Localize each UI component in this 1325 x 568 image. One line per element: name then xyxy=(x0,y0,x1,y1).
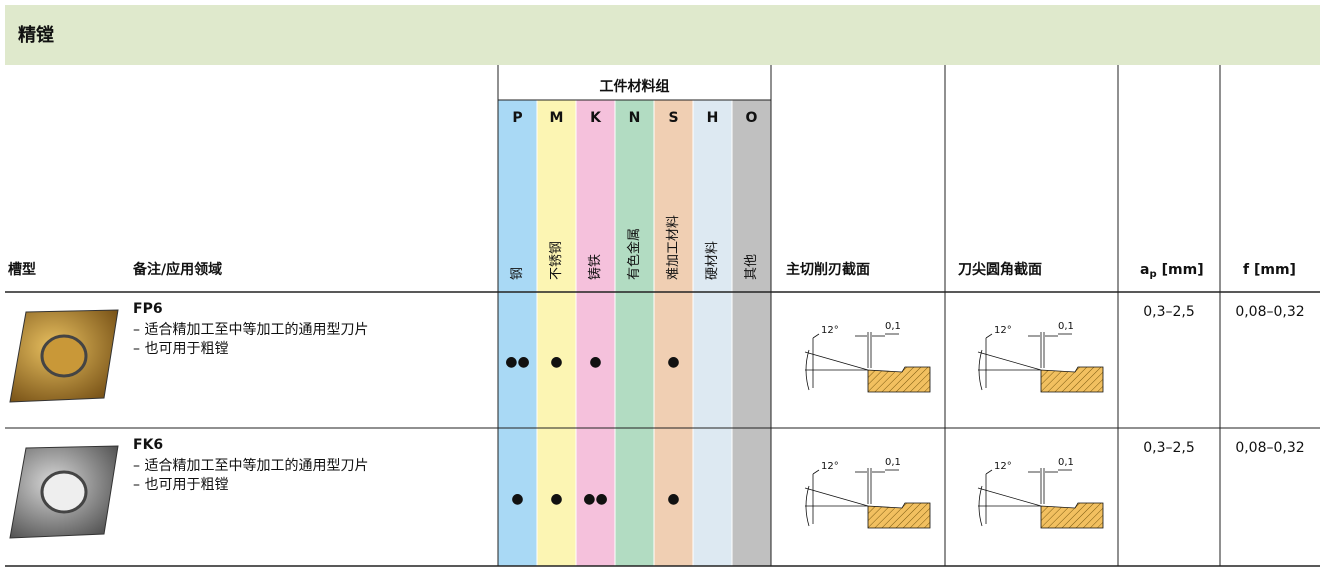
diagram-line xyxy=(985,469,993,475)
material-rating: ●● xyxy=(505,354,529,370)
material-rating: ● xyxy=(667,354,679,370)
hatched-section xyxy=(1040,366,1104,393)
angle-label: 12° xyxy=(821,461,839,472)
header-corner: 刀尖圆角截面 xyxy=(958,261,1042,278)
ap-value: 0,3–2,5 xyxy=(1143,440,1195,456)
material-rating: ●● xyxy=(583,491,607,507)
material-code: S xyxy=(668,110,678,126)
ap-unit: [mm] xyxy=(1162,262,1204,278)
header-f: f [mm] xyxy=(1243,262,1296,278)
land-label: 0,1 xyxy=(885,321,901,332)
material-name: 有色金属 xyxy=(626,228,642,280)
material-column xyxy=(537,100,576,566)
material-name: 铸铁 xyxy=(587,254,603,280)
material-column xyxy=(732,100,771,566)
insert-image xyxy=(9,445,119,539)
land-label: 0,1 xyxy=(885,457,901,468)
material-column xyxy=(498,100,537,566)
insert-hole xyxy=(40,470,88,514)
cross-section: 12° 0,1 xyxy=(804,457,931,529)
material-column xyxy=(615,100,654,566)
angle-arc xyxy=(978,485,983,527)
header-ap: ap [mm] xyxy=(1140,262,1204,280)
material-rating: ● xyxy=(550,354,562,370)
material-name: 不锈钢 xyxy=(549,241,564,280)
material-name: 钢 xyxy=(510,267,525,280)
header-main-edge: 主切削刃截面 xyxy=(786,261,870,278)
groove-name: FP6 xyxy=(133,301,163,317)
material-rating: ● xyxy=(511,491,523,507)
material-code: P xyxy=(512,110,522,126)
hatched-section xyxy=(867,366,931,393)
material-name: 硬材料 xyxy=(705,241,720,280)
note-line: – 也可用于粗镗 xyxy=(133,477,228,493)
land-label: 0,1 xyxy=(1058,321,1074,332)
material-code: O xyxy=(746,110,758,126)
angle-label: 12° xyxy=(821,325,839,336)
angle-arc xyxy=(805,349,810,391)
hatched-section xyxy=(1040,502,1104,529)
cross-section: 12° 0,1 xyxy=(804,321,931,393)
material-column xyxy=(693,100,732,566)
material-column xyxy=(654,100,693,566)
land-label: 0,1 xyxy=(1058,457,1074,468)
ap-main: a xyxy=(1140,262,1149,278)
diagram-line xyxy=(804,487,869,507)
material-code: H xyxy=(707,110,719,126)
title-bar xyxy=(5,5,1320,65)
header-notes: 备注/应用领域 xyxy=(132,261,222,278)
header-groove: 槽型 xyxy=(8,261,36,278)
material-rating: ● xyxy=(550,491,562,507)
note-line: – 也可用于粗镗 xyxy=(133,341,228,357)
f-value: 0,08–0,32 xyxy=(1235,304,1304,320)
insert-hole xyxy=(40,334,88,378)
note-line: – 适合精加工至中等加工的通用型刀片 xyxy=(133,457,368,474)
diagram-line xyxy=(804,351,869,371)
angle-arc xyxy=(805,485,810,527)
f-value: 0,08–0,32 xyxy=(1235,440,1304,456)
material-code: M xyxy=(550,110,564,126)
angle-label: 12° xyxy=(994,325,1012,336)
cross-section: 12° 0,1 xyxy=(977,457,1104,529)
diagram-line xyxy=(812,469,820,475)
hatched-section xyxy=(867,502,931,529)
diagram-line xyxy=(985,333,993,339)
material-name: 难加工材料 xyxy=(666,215,681,280)
insert-image xyxy=(9,309,119,403)
ap-value: 0,3–2,5 xyxy=(1143,304,1195,320)
note-line: – 适合精加工至中等加工的通用型刀片 xyxy=(133,321,368,338)
diagram-line xyxy=(977,351,1042,371)
title: 精镗 xyxy=(18,24,54,46)
cross-section: 12° 0,1 xyxy=(977,321,1104,393)
angle-arc xyxy=(978,349,983,391)
angle-label: 12° xyxy=(994,461,1012,472)
material-rating: ● xyxy=(589,354,601,370)
diagram-line xyxy=(812,333,820,339)
material-name: 其他 xyxy=(744,254,759,280)
material-group: 工件材料组 xyxy=(600,78,670,95)
material-code: K xyxy=(590,110,602,126)
material-column xyxy=(576,100,615,566)
material-rating: ● xyxy=(667,491,679,507)
ap-sub: p xyxy=(1149,269,1156,280)
diagram-line xyxy=(977,487,1042,507)
groove-name: FK6 xyxy=(133,437,163,453)
material-code: N xyxy=(629,110,641,126)
